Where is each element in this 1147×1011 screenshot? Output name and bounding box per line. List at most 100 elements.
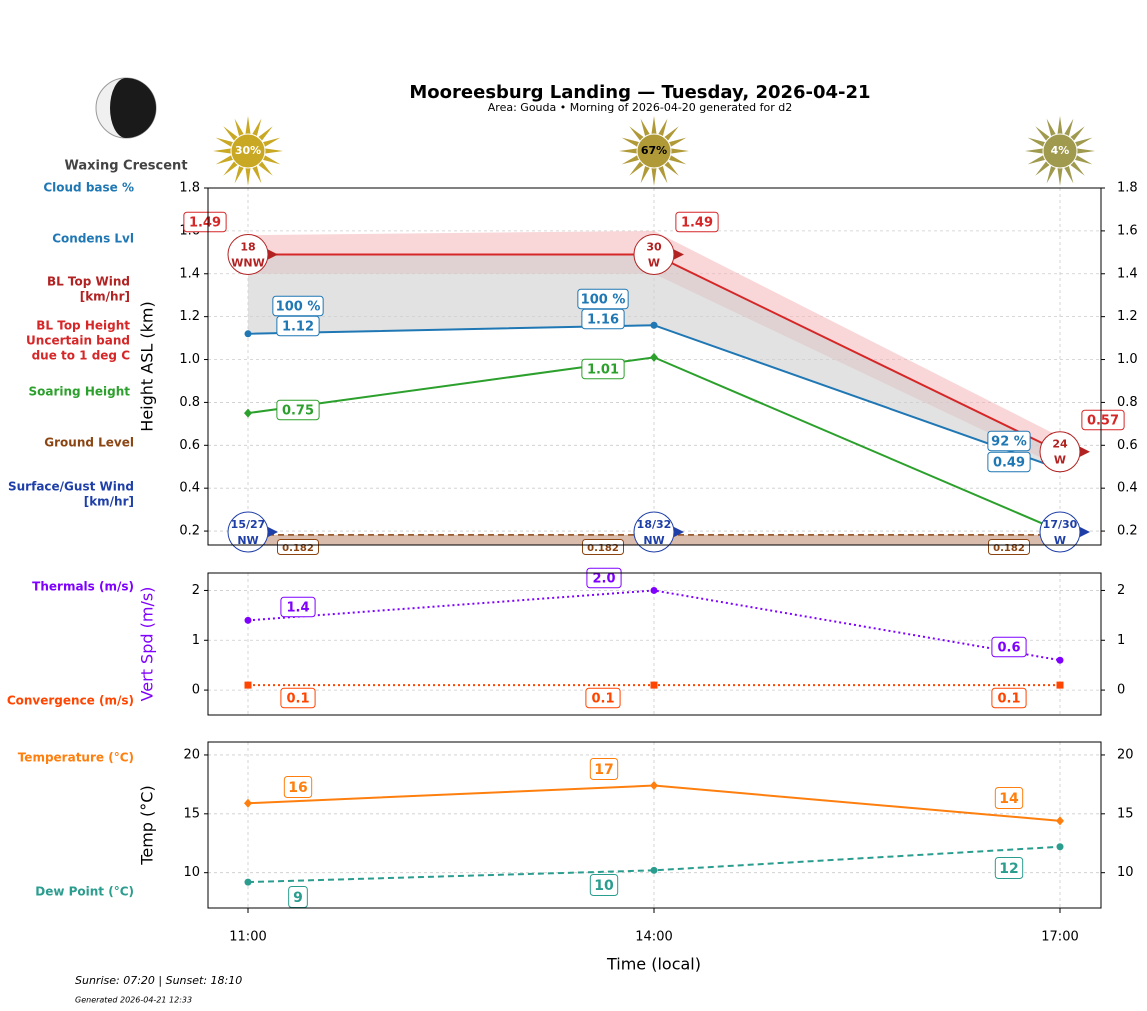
- y-axis-title: Height ASL (km): [138, 301, 157, 431]
- side-label: Convergence (m/s): [7, 694, 134, 708]
- marker: [1056, 816, 1064, 826]
- data-label: 100 %: [276, 300, 321, 315]
- wind-arrow: [674, 527, 684, 537]
- y-tick-label: 2: [192, 583, 200, 598]
- chart-title: Mooreesburg Landing — Tuesday, 2026-04-2…: [409, 82, 870, 103]
- y-tick-label-right: 1.2: [1117, 309, 1138, 324]
- data-label: 12: [999, 861, 1018, 877]
- marker: [650, 681, 658, 689]
- data-label: 0.1: [997, 692, 1020, 707]
- wind-arrow: [268, 527, 278, 537]
- side-label: Surface/Gust Wind: [8, 480, 134, 494]
- y-tick-label-right: 0.4: [1117, 481, 1138, 496]
- wind-speed: 18/32: [637, 518, 672, 531]
- data-label: 1.49: [189, 216, 221, 231]
- plot-frame: [207, 187, 1102, 546]
- label-box: [272, 295, 324, 317]
- data-label: 1.49: [681, 216, 713, 231]
- y-tick-label-right: 0: [1117, 683, 1125, 698]
- side-label: [km/hr]: [84, 495, 134, 509]
- label-box: [280, 596, 316, 618]
- data-label: 2.0: [592, 572, 615, 587]
- side-label: BL Top Height: [36, 319, 130, 333]
- marker: [650, 866, 658, 874]
- y-tick-label-right: 10: [1117, 865, 1134, 880]
- side-label: Soaring Height: [29, 385, 131, 399]
- side-label: Temperature (°C): [18, 751, 134, 765]
- data-label: 0.75: [282, 404, 314, 419]
- side-label: due to 1 deg C: [32, 349, 131, 363]
- label-box: [589, 874, 619, 896]
- y-tick-label: 0.4: [179, 481, 200, 496]
- footer-sun: Sunrise: 07:20 | Sunset: 18:10: [75, 974, 242, 987]
- data-label: 9: [293, 890, 303, 906]
- sun-core: [1042, 133, 1078, 169]
- marker: [244, 681, 252, 689]
- label-box: [585, 687, 621, 709]
- label-box: [987, 451, 1031, 473]
- y-tick-label-right: 1: [1117, 633, 1125, 648]
- moon-shadow: [110, 78, 156, 138]
- wind-arrow: [674, 249, 684, 260]
- label-box: [675, 211, 719, 233]
- wind-direction: WNW: [231, 256, 264, 269]
- y-tick-label-right: 2: [1117, 583, 1125, 598]
- plot-area: [208, 742, 1101, 908]
- label-box: [994, 857, 1024, 879]
- label-box: [988, 539, 1030, 555]
- side-label: [km/hr]: [80, 290, 130, 304]
- wind-direction: W: [648, 256, 660, 269]
- label-box: [276, 399, 320, 421]
- label-box: [991, 636, 1027, 658]
- y-tick-label-right: 0.8: [1117, 395, 1138, 410]
- y-tick-label: 10: [183, 865, 200, 880]
- label-box: [994, 787, 1024, 809]
- data-label: 0.182: [282, 543, 314, 554]
- y-tick-label-right: 1.6: [1117, 223, 1138, 238]
- data-label: 0.182: [587, 543, 619, 554]
- data-label: 0.182: [993, 543, 1025, 554]
- y-tick-label-right: 0.6: [1117, 438, 1138, 453]
- side-label: Condens Lvl: [52, 232, 134, 246]
- label-box: [283, 776, 313, 798]
- data-label: 0.6: [997, 641, 1020, 656]
- x-tick-label: 14:00: [635, 930, 672, 945]
- data-label: 1.16: [587, 313, 619, 328]
- x-axis-title: Time (local): [606, 955, 701, 974]
- y-tick-label: 20: [183, 747, 200, 762]
- y-tick-label: 1.0: [179, 352, 200, 367]
- y-tick-label-right: 1.0: [1117, 352, 1138, 367]
- y-tick-label: 0.6: [179, 438, 200, 453]
- layer-fill: [248, 254, 1060, 469]
- label-box: [277, 539, 319, 555]
- label-box: [183, 211, 227, 233]
- moon-icon: [95, 77, 157, 139]
- label-box: [589, 758, 619, 780]
- data-label: 14: [999, 791, 1019, 807]
- chart-subtitle: Area: Gouda • Morning of 2026-04-20 gene…: [488, 101, 792, 114]
- marker: [650, 321, 658, 329]
- y-tick-label: 1.2: [179, 309, 200, 324]
- data-label: 0.49: [993, 456, 1025, 471]
- y-tick-label: 1: [192, 633, 200, 648]
- side-label: Thermals (m/s): [32, 580, 134, 594]
- data-label: 0.1: [286, 692, 309, 707]
- label-box: [987, 430, 1031, 452]
- cloud-cover-label: 30%: [235, 144, 261, 157]
- label-box: [581, 358, 625, 380]
- footer-generated: Generated 2026-04-21 12:33: [75, 996, 192, 1005]
- wind-arrow: [1080, 446, 1090, 457]
- data-label: 100 %: [581, 293, 626, 308]
- side-label: Cloud base %: [43, 181, 134, 195]
- y-axis-title: Vert Spd (m/s): [138, 587, 157, 702]
- wind-direction: NW: [643, 534, 664, 547]
- wind-direction: W: [1054, 454, 1066, 467]
- sun-rays: [1025, 116, 1095, 186]
- moon-phase: Waxing Crescent: [64, 159, 187, 174]
- marker: [244, 408, 252, 418]
- plot-frame: [207, 572, 1102, 716]
- wind-direction: NW: [237, 534, 258, 547]
- y-tick-label: 1.8: [179, 181, 200, 196]
- wind-speed: 30: [646, 240, 662, 253]
